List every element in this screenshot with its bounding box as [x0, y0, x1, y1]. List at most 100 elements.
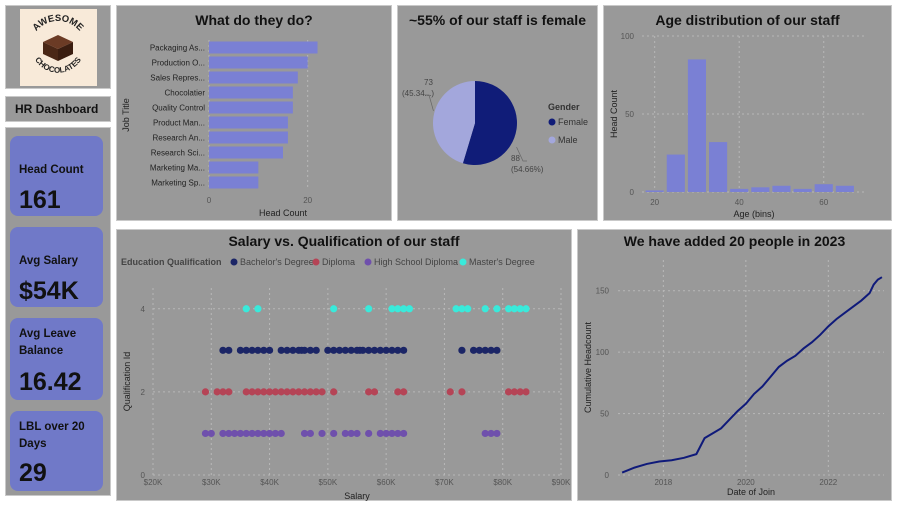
label-leader-line — [516, 146, 527, 162]
scatter-point — [347, 429, 355, 438]
scatter-point — [283, 346, 291, 354]
pie-slice — [433, 81, 475, 164]
scatter-point — [481, 429, 489, 438]
scatter-point — [365, 429, 373, 438]
scatter-point — [388, 429, 396, 438]
x-axis-title: Date of Join — [727, 487, 775, 497]
scatter-point — [283, 388, 291, 396]
histogram-bar — [772, 185, 791, 192]
scatter-point — [487, 429, 495, 438]
x-tick-label: $20K — [144, 478, 163, 487]
scatter-point — [254, 429, 262, 438]
scatter-point — [219, 388, 227, 396]
scatter-point — [388, 346, 396, 354]
histogram-bar — [709, 142, 728, 192]
y-axis-title: Job Title — [121, 98, 131, 132]
scatter-point — [201, 388, 210, 396]
scatter-point — [236, 429, 245, 438]
scatter-point — [504, 388, 513, 396]
y-axis-title: Qualification Id — [122, 352, 132, 412]
scatter-point — [464, 305, 472, 313]
scatter-point — [306, 346, 314, 354]
kpi-label: Head Count — [19, 164, 84, 176]
chocolate-logo-icon: AWESOME CHOCOLATES — [31, 13, 86, 75]
scatter-point — [475, 346, 483, 354]
category-label: Marketing Sp... — [151, 179, 205, 188]
kpi-avg-salary: Avg Salary $54K — [10, 227, 103, 307]
y-axis-title: Head Count — [609, 89, 619, 138]
scatter-point — [446, 388, 454, 396]
nav-indicator — [88, 89, 111, 93]
scatter-point — [382, 346, 390, 354]
category-label: Research An... — [153, 134, 205, 143]
scatter-point — [312, 388, 320, 396]
histogram-bar — [687, 59, 707, 193]
slice-count-label: 73 — [424, 78, 433, 87]
x-tick-label: 60 — [819, 198, 828, 207]
bar — [209, 86, 293, 99]
scatter-point — [353, 429, 361, 438]
scatter-point — [394, 388, 402, 396]
scatter-point — [400, 305, 408, 313]
scatter-point — [277, 429, 285, 438]
scatter-point — [260, 346, 268, 354]
legend-marker — [548, 118, 556, 126]
scatter-point — [289, 388, 297, 396]
chart-title: What do they do? — [195, 12, 313, 28]
scatter-point — [242, 388, 250, 396]
scatter-point — [388, 305, 396, 313]
chart-title: Salary vs. Qualification of our staff — [228, 233, 460, 249]
scatter-point — [300, 388, 309, 396]
scatter-point — [365, 346, 373, 354]
scatter-point — [254, 305, 262, 313]
legend-label: Male — [558, 135, 578, 145]
scatter-point — [219, 346, 227, 354]
scatter-point — [330, 305, 338, 313]
scatter-point — [487, 346, 495, 354]
logo-line1: AWESOME — [31, 13, 86, 33]
y-tick-label: 100 — [621, 32, 635, 41]
legend-label: Female — [558, 117, 588, 127]
histogram-bar — [814, 184, 833, 192]
slice-pct-label: (45.34...) — [402, 89, 434, 98]
scatter-point — [213, 388, 221, 396]
legend-label: Master's Degree — [469, 257, 535, 267]
scatter-point — [510, 388, 518, 396]
category-label: Production O... — [152, 59, 205, 68]
y-tick-label: 50 — [625, 110, 634, 119]
kpi-label: LBL over 20 Days — [19, 421, 85, 450]
scatter-point — [504, 305, 513, 313]
company-logo: AWESOME CHOCOLATES — [20, 9, 97, 86]
legend-title: Education Qualification — [121, 257, 222, 267]
scatter-point — [376, 429, 384, 438]
scatter-point — [219, 429, 227, 438]
scatter-point — [481, 305, 489, 313]
cumulative-chart-panel: We have added 20 people in 2023 0 50 100 15… — [577, 229, 892, 501]
histogram-bar — [730, 188, 749, 192]
scatter-point — [335, 346, 344, 354]
scatter-point — [254, 346, 262, 354]
scatter-point — [493, 305, 501, 313]
bar — [209, 71, 298, 84]
scatter-point — [394, 305, 402, 313]
cumulative-line — [621, 276, 883, 474]
scatter-point — [405, 305, 414, 313]
scatter-point — [225, 429, 233, 438]
x-tick-label: $60K — [377, 478, 396, 487]
category-label: Packaging As... — [150, 44, 205, 53]
chart-title: We have added 20 people in 2023 — [623, 233, 846, 249]
scatter-point — [242, 346, 250, 354]
y-tick-label: 4 — [141, 305, 146, 314]
kpi-lbl-over-20-days: LBL over 20 Days 29 — [10, 411, 103, 491]
hr-dashboard-button[interactable]: HR Dashboard — [5, 96, 111, 122]
scatter-point — [452, 305, 460, 313]
scatter-point — [306, 388, 314, 396]
scatter-point — [306, 429, 314, 438]
scatter-point — [225, 346, 233, 354]
kpi-label: Avg Leave Balance — [19, 328, 77, 357]
scatter-point — [516, 305, 524, 313]
legend-marker — [230, 258, 238, 266]
scatter-point — [271, 388, 279, 396]
salary-scatter-chart: $20K $30K $40K $50K $60K $70K $80K $90K 0 2 4 Educa… — [121, 257, 571, 501]
x-tick-label: $30K — [202, 478, 221, 487]
